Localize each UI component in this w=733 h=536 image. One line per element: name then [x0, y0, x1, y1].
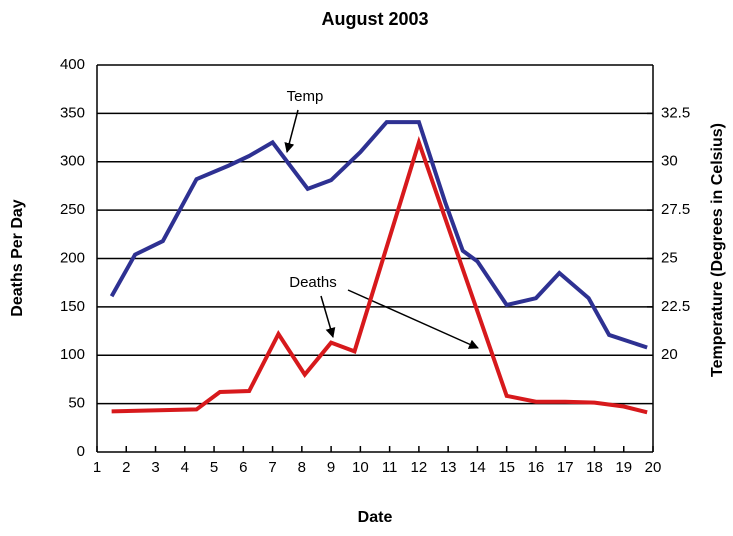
x-tick-label: 13: [440, 459, 457, 476]
line-series: [111, 135, 648, 415]
annotation-arrow: [347, 289, 479, 349]
x-tick-label: 15: [498, 459, 515, 476]
y2-tick-label: 27.5: [661, 201, 690, 218]
y-tick-label: 250: [60, 201, 85, 218]
y-tick-label: 350: [60, 104, 85, 121]
x-tick-label: 12: [411, 459, 428, 476]
x-tick-label: 18: [586, 459, 603, 476]
y2-tick-label: 25: [661, 249, 678, 266]
y-tick-label: 400: [60, 56, 85, 73]
y-tick-label: 200: [60, 249, 85, 266]
x-tick-label: 10: [352, 459, 369, 476]
x-tick-label: 6: [239, 459, 247, 476]
x-tick-label: 9: [327, 459, 335, 476]
y2-axis-label: Temperature (Degrees in Celsius): [709, 123, 726, 377]
x-tick-label: 17: [557, 459, 574, 476]
x-tick-label: 19: [615, 459, 632, 476]
x-tick-label: 1: [93, 459, 101, 476]
x-tick-label: 7: [268, 459, 276, 476]
x-tick-label: 11: [382, 459, 398, 476]
y2-tick-label: 30: [661, 153, 678, 170]
x-tick-label: 20: [645, 459, 662, 476]
annotation: Temp: [287, 88, 324, 105]
x-axis-label: Date: [358, 509, 393, 526]
chart-title: August 2003: [321, 9, 428, 29]
annotation: Deaths: [289, 274, 337, 291]
x-tick-label: 3: [151, 459, 159, 476]
y-tick-label: 300: [60, 153, 85, 170]
y-tick-label: 100: [60, 346, 85, 363]
annotation-arrow: [284, 109, 299, 153]
x-tick-label: 5: [210, 459, 218, 476]
x-tick-label: 14: [469, 459, 486, 476]
x-tick-label: 4: [181, 459, 189, 476]
y-tick-label: 50: [68, 395, 85, 412]
x-tick-label: 16: [528, 459, 545, 476]
line-series: [109, 120, 648, 350]
y-tick-label: 150: [60, 298, 85, 315]
y-tick-label: 0: [77, 443, 85, 460]
y2-tick-label: 32.5: [661, 104, 690, 121]
x-tick-label: 8: [298, 459, 306, 476]
y2-tick-label: 22.5: [661, 298, 690, 315]
x-tick-label: 2: [122, 459, 130, 476]
y2-tick-label: 20: [661, 346, 678, 363]
y-axis-label: Deaths Per Day: [9, 199, 26, 316]
annotation-arrow: [320, 295, 336, 338]
